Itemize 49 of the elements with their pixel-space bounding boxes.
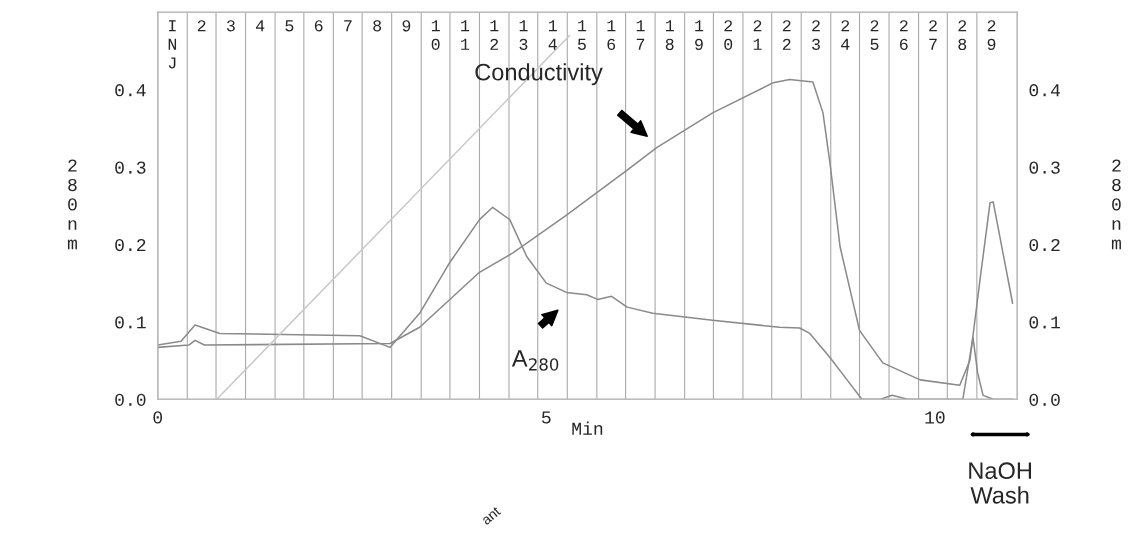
text: NaOH Wash: [969, 462, 1031, 504]
y-axis-title: 280nm: [67, 159, 77, 250]
x-tick-label: 5: [542, 411, 551, 424]
x2-tick-label: 5: [285, 20, 294, 32]
y2-tick-label: 0.0: [1029, 393, 1060, 406]
x2-tick-label: 1 0: [431, 20, 440, 50]
y-tick-label: 0.0: [115, 393, 146, 406]
x2-tick-label: 2 6: [899, 20, 908, 50]
x2-tick-label: 1 1: [461, 20, 470, 50]
y-tick-label: 0.1: [115, 316, 146, 329]
y2-tick-label: 0.2: [1029, 238, 1060, 252]
y-tick-label: 0.4: [115, 84, 146, 97]
y-tick-label: 0.2: [115, 238, 146, 252]
x2-tick-label: 4: [255, 20, 265, 32]
x2-tick-label: 8: [373, 20, 382, 32]
x2-tick-label: 2 1: [753, 20, 762, 50]
y-tick-label: 0.3: [115, 161, 146, 174]
annotation: Conductivity: [475, 63, 603, 86]
x2-tick-label: 1 8: [665, 20, 674, 50]
x2-tick-label: 2: [197, 20, 206, 32]
x2-tick-label: 1 5: [577, 20, 587, 50]
y2-tick-label: 0.3: [1029, 161, 1060, 174]
x2-tick-label: 1 9: [695, 20, 704, 50]
x2-tick-label: 2 2: [782, 20, 791, 50]
y2-tick-label: 0.1: [1029, 316, 1061, 329]
x2-tick-label: INJ: [168, 20, 177, 69]
x2-tick-label: 2 5: [870, 20, 879, 50]
x2-tick-label: 1 2: [490, 20, 499, 50]
x2-tick-label: 1 7: [636, 20, 645, 50]
x2-tick-label: 3: [226, 20, 235, 32]
x-tick-label: 10: [925, 411, 945, 424]
x-axis-title: Min: [572, 421, 603, 435]
x2-tick-label: 2 3: [812, 20, 820, 50]
x2-tick-label: 1 6: [607, 20, 616, 50]
y2-tick-label: 0.4: [1029, 84, 1060, 97]
x2-tick-label: 9: [402, 20, 411, 32]
x2-tick-label: 7: [344, 20, 352, 32]
text: ant: [481, 506, 502, 526]
x2-tick-label: 6: [314, 20, 323, 32]
x-tick-label: 0: [153, 411, 163, 424]
x2-tick-label: 1 3: [519, 20, 528, 50]
x2-tick-label: 2 7: [929, 20, 937, 50]
x2-tick-label: 1 4: [548, 20, 557, 50]
x2-tick-label: 2 4: [841, 20, 850, 50]
x2-tick-label: 2 0: [724, 20, 733, 50]
x2-tick-label: 2 9: [987, 20, 996, 50]
annotation: A$_{280}$: [511, 350, 559, 371]
x2-tick-label: 2 8: [958, 20, 967, 50]
y2-axis-title: 280nm: [1111, 159, 1121, 250]
